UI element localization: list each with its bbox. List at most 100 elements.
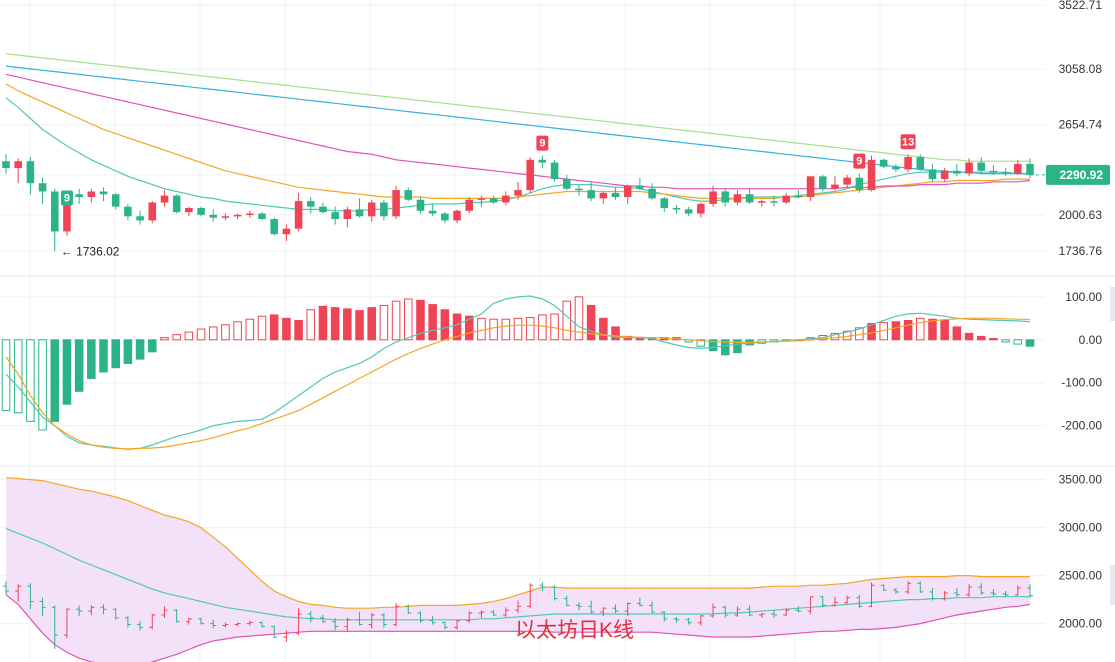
candle-body [306,201,315,207]
candle-body [136,216,144,221]
candle-body [550,162,559,180]
macd-histogram-bar [952,326,962,341]
macd-histogram-bar [452,313,462,341]
y-tick-label: 3500.00 [1059,473,1103,487]
macd-panel [1,295,1035,450]
macd-histogram-bar [50,339,60,422]
candle-body [636,185,644,189]
candle-body [733,194,742,203]
macd-histogram-bar [916,317,925,341]
bollinger-upper-line [5,477,1030,609]
macd-histogram-bar [1013,339,1023,345]
macd-histogram-bar [599,317,608,341]
candle-body [258,213,266,220]
chart-caption: 以太坊日K线 [515,619,634,642]
y-tick-label: -100.00 [1061,376,1102,390]
y-tick-label: 1736.76 [1059,244,1103,258]
candle-body [38,183,47,192]
candle-body [221,216,230,218]
macd-histogram-bar [696,339,706,347]
sequence-marker-label: 13 [902,136,914,148]
candle-body [502,195,510,203]
panel-resize-handle[interactable] [1110,565,1115,605]
macd-histogram-bar [269,314,279,341]
candle-body [538,159,547,163]
macd-histogram-bar [135,339,145,360]
macd-histogram-bar [525,316,535,341]
macd-histogram-bar [184,331,194,341]
candle-body [319,206,327,213]
macd-histogram-bar [964,332,974,341]
macd-histogram-bar [416,299,425,341]
candle-body [977,162,986,171]
macd-histogram-bar [891,321,901,341]
candle-body [111,194,120,207]
candle-body [623,185,632,197]
macd-histogram-bar [367,307,376,341]
macd-dea-line [5,317,1031,450]
candle-body [989,170,998,173]
last-price-tag [1046,164,1110,185]
macd-histogram-bar [720,339,730,356]
last-price-tag-label: 2290.92 [1060,168,1104,182]
candle-body [879,159,888,167]
macd-histogram-bar [172,334,181,341]
candle-body [526,159,534,191]
candle-body [1026,163,1034,175]
candle-body [380,202,388,217]
candle-body [404,190,413,200]
candle-body [672,208,681,210]
candle-body [745,194,754,203]
candle-body [209,214,218,218]
macd-histogram-bar [160,337,169,341]
macd-histogram-bar [87,339,96,379]
y-tick-label: 3000.00 [1059,521,1103,535]
candle-body [197,208,205,215]
macd-histogram-bar [257,315,267,341]
candle-body [575,188,583,191]
y-tick-label: 2500.00 [1059,569,1103,583]
candle-body [343,209,352,220]
macd-histogram-bar [318,305,328,341]
macd-histogram-bar [404,298,413,341]
macd-histogram-bar [379,304,389,341]
candle-body [867,159,876,191]
candle-body [233,214,242,217]
candle-body [160,195,169,203]
candle-body [355,209,364,217]
macd-histogram-bar [391,300,401,341]
macd-histogram-bar [940,319,949,341]
candle-body [514,190,522,196]
candle-body [124,206,132,217]
macd-histogram-bar [830,332,840,341]
candle-body [587,190,595,199]
macd-histogram-bar [294,319,303,341]
y-tick-label: 3522.71 [1059,0,1103,12]
macd-histogram-bar [355,310,364,341]
moving-average-line [5,65,1030,175]
macd-histogram-bar [464,315,474,341]
candle-body [246,213,254,216]
macd-histogram-bar [562,300,572,341]
candle-body [270,219,278,235]
macd-histogram-bar [62,339,72,405]
candle-body [477,198,486,200]
candle-body [855,177,864,191]
sequence-marker [853,153,866,169]
candle-body [684,209,693,214]
macd-histogram-bar [196,328,206,341]
sequence-marker [900,134,916,150]
macd-histogram-bar [928,318,937,341]
candle-body [294,201,303,229]
candle-body [441,213,449,221]
candle-body [843,177,851,185]
candle-body [953,170,961,174]
candle-body [392,190,400,217]
candle-body [26,161,35,184]
candle-body [14,161,22,169]
panel-resize-handle[interactable] [1110,287,1115,321]
macd-histogram-bar [574,296,584,341]
candle-body [367,202,376,217]
candle-body [770,201,778,203]
